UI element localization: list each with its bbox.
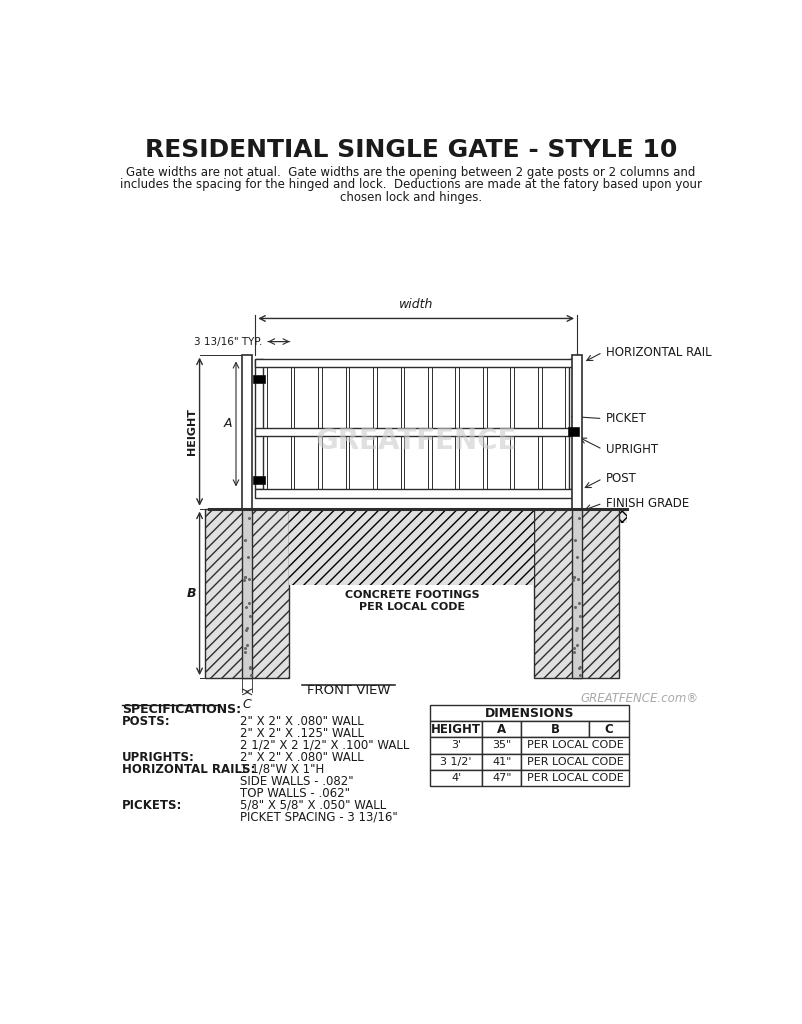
Text: C: C: [604, 723, 613, 736]
Text: UPRIGHTS:: UPRIGHTS:: [122, 751, 195, 764]
Text: POST: POST: [605, 472, 636, 485]
Text: 3 1/2': 3 1/2': [439, 757, 472, 767]
Text: CONCRETE FOOTINGS
PER LOCAL CODE: CONCRETE FOOTINGS PER LOCAL CODE: [344, 590, 479, 612]
Text: DIMENSIONS: DIMENSIONS: [484, 707, 573, 720]
Text: PICKET: PICKET: [605, 412, 646, 425]
Text: 3': 3': [451, 740, 460, 751]
Bar: [520, 754, 628, 770]
Text: B: B: [549, 723, 559, 736]
Bar: [482, 737, 520, 754]
Bar: [255, 358, 263, 489]
Text: 47": 47": [492, 773, 511, 782]
Text: 35": 35": [492, 740, 511, 751]
Bar: [429, 770, 482, 785]
Bar: [255, 428, 577, 436]
Bar: [209, 509, 626, 522]
Text: 1 1/8"W X 1"H: 1 1/8"W X 1"H: [240, 763, 324, 776]
Text: UPRIGHT: UPRIGHT: [605, 442, 657, 456]
Bar: [482, 770, 520, 785]
Text: PICKET SPACING - 3 13/16": PICKET SPACING - 3 13/16": [240, 810, 397, 823]
Text: HEIGHT: HEIGHT: [187, 409, 196, 455]
Text: 2" X 2" X .080" WALL: 2" X 2" X .080" WALL: [240, 751, 363, 764]
Text: SIDE WALLS - .082": SIDE WALLS - .082": [240, 775, 353, 787]
Bar: [429, 705, 628, 721]
Bar: [427, 358, 431, 489]
Text: B: B: [187, 587, 196, 600]
Text: PER LOCAL CODE: PER LOCAL CODE: [526, 757, 622, 767]
Bar: [520, 721, 588, 737]
Text: Gate widths are not atual.  Gate widths are the opening between 2 gate posts or : Gate widths are not atual. Gate widths a…: [126, 166, 695, 179]
Bar: [255, 489, 577, 498]
Text: TOP WALLS - .062": TOP WALLS - .062": [240, 786, 350, 800]
Text: PER LOCAL CODE: PER LOCAL CODE: [526, 740, 622, 751]
Text: HORIZONTAL RAILS:: HORIZONTAL RAILS:: [122, 763, 255, 776]
Text: PER LOCAL CODE: PER LOCAL CODE: [526, 773, 622, 782]
Text: FINISH GRADE: FINISH GRADE: [605, 497, 688, 510]
Text: 4': 4': [451, 773, 460, 782]
Text: 5/8" X 5/8" X .050" WALL: 5/8" X 5/8" X .050" WALL: [240, 799, 386, 812]
Bar: [205, 509, 289, 678]
Bar: [482, 721, 520, 737]
Text: includes the spacing for the hinged and lock.  Deductions are made at the fatory: includes the spacing for the hinged and …: [120, 178, 701, 191]
Bar: [520, 737, 628, 754]
Bar: [318, 358, 322, 489]
Text: C: C: [242, 698, 251, 711]
Text: width: width: [399, 298, 433, 310]
Bar: [263, 358, 267, 489]
Text: PICKETS:: PICKETS:: [122, 799, 182, 812]
Text: POSTS:: POSTS:: [122, 715, 171, 728]
Bar: [455, 358, 459, 489]
Text: GREATFENCE: GREATFENCE: [315, 427, 516, 456]
Bar: [567, 427, 578, 435]
Text: HORIZONTAL RAIL: HORIZONTAL RAIL: [605, 346, 711, 358]
Bar: [400, 358, 404, 489]
Text: A: A: [223, 418, 232, 430]
Bar: [242, 354, 252, 509]
Text: RESIDENTIAL SINGLE GATE - STYLE 10: RESIDENTIAL SINGLE GATE - STYLE 10: [145, 137, 677, 162]
Text: chosen lock and hinges.: chosen lock and hinges.: [340, 190, 482, 204]
Bar: [520, 770, 628, 785]
Bar: [255, 358, 577, 367]
Bar: [510, 358, 513, 489]
Text: 2" X 2" X .080" WALL: 2" X 2" X .080" WALL: [240, 715, 363, 728]
Bar: [533, 509, 618, 678]
Bar: [429, 737, 482, 754]
Bar: [482, 358, 486, 489]
Bar: [571, 509, 581, 678]
Text: A: A: [496, 723, 506, 736]
Bar: [569, 358, 577, 489]
Text: GREATFENCE.com®: GREATFENCE.com®: [580, 692, 698, 705]
Text: SPECIFICATIONS:: SPECIFICATIONS:: [122, 703, 241, 717]
Text: 2" X 2" X .125" WALL: 2" X 2" X .125" WALL: [240, 727, 363, 740]
Bar: [482, 754, 520, 770]
Bar: [253, 475, 265, 484]
Bar: [345, 358, 349, 489]
Bar: [373, 358, 376, 489]
Bar: [289, 509, 533, 585]
Text: FRONT VIEW: FRONT VIEW: [306, 684, 390, 697]
Bar: [429, 754, 482, 770]
Text: 2 1/2" X 2 1/2" X .100" WALL: 2 1/2" X 2 1/2" X .100" WALL: [240, 739, 409, 752]
Bar: [429, 721, 482, 737]
Bar: [253, 375, 265, 383]
Bar: [565, 358, 569, 489]
Bar: [571, 354, 581, 509]
Bar: [242, 509, 252, 678]
Bar: [537, 358, 541, 489]
Text: HEIGHT: HEIGHT: [431, 723, 480, 736]
Bar: [290, 358, 294, 489]
Bar: [588, 721, 628, 737]
Text: 3 13/16" TYP.: 3 13/16" TYP.: [193, 337, 261, 346]
Text: 41": 41": [492, 757, 511, 767]
